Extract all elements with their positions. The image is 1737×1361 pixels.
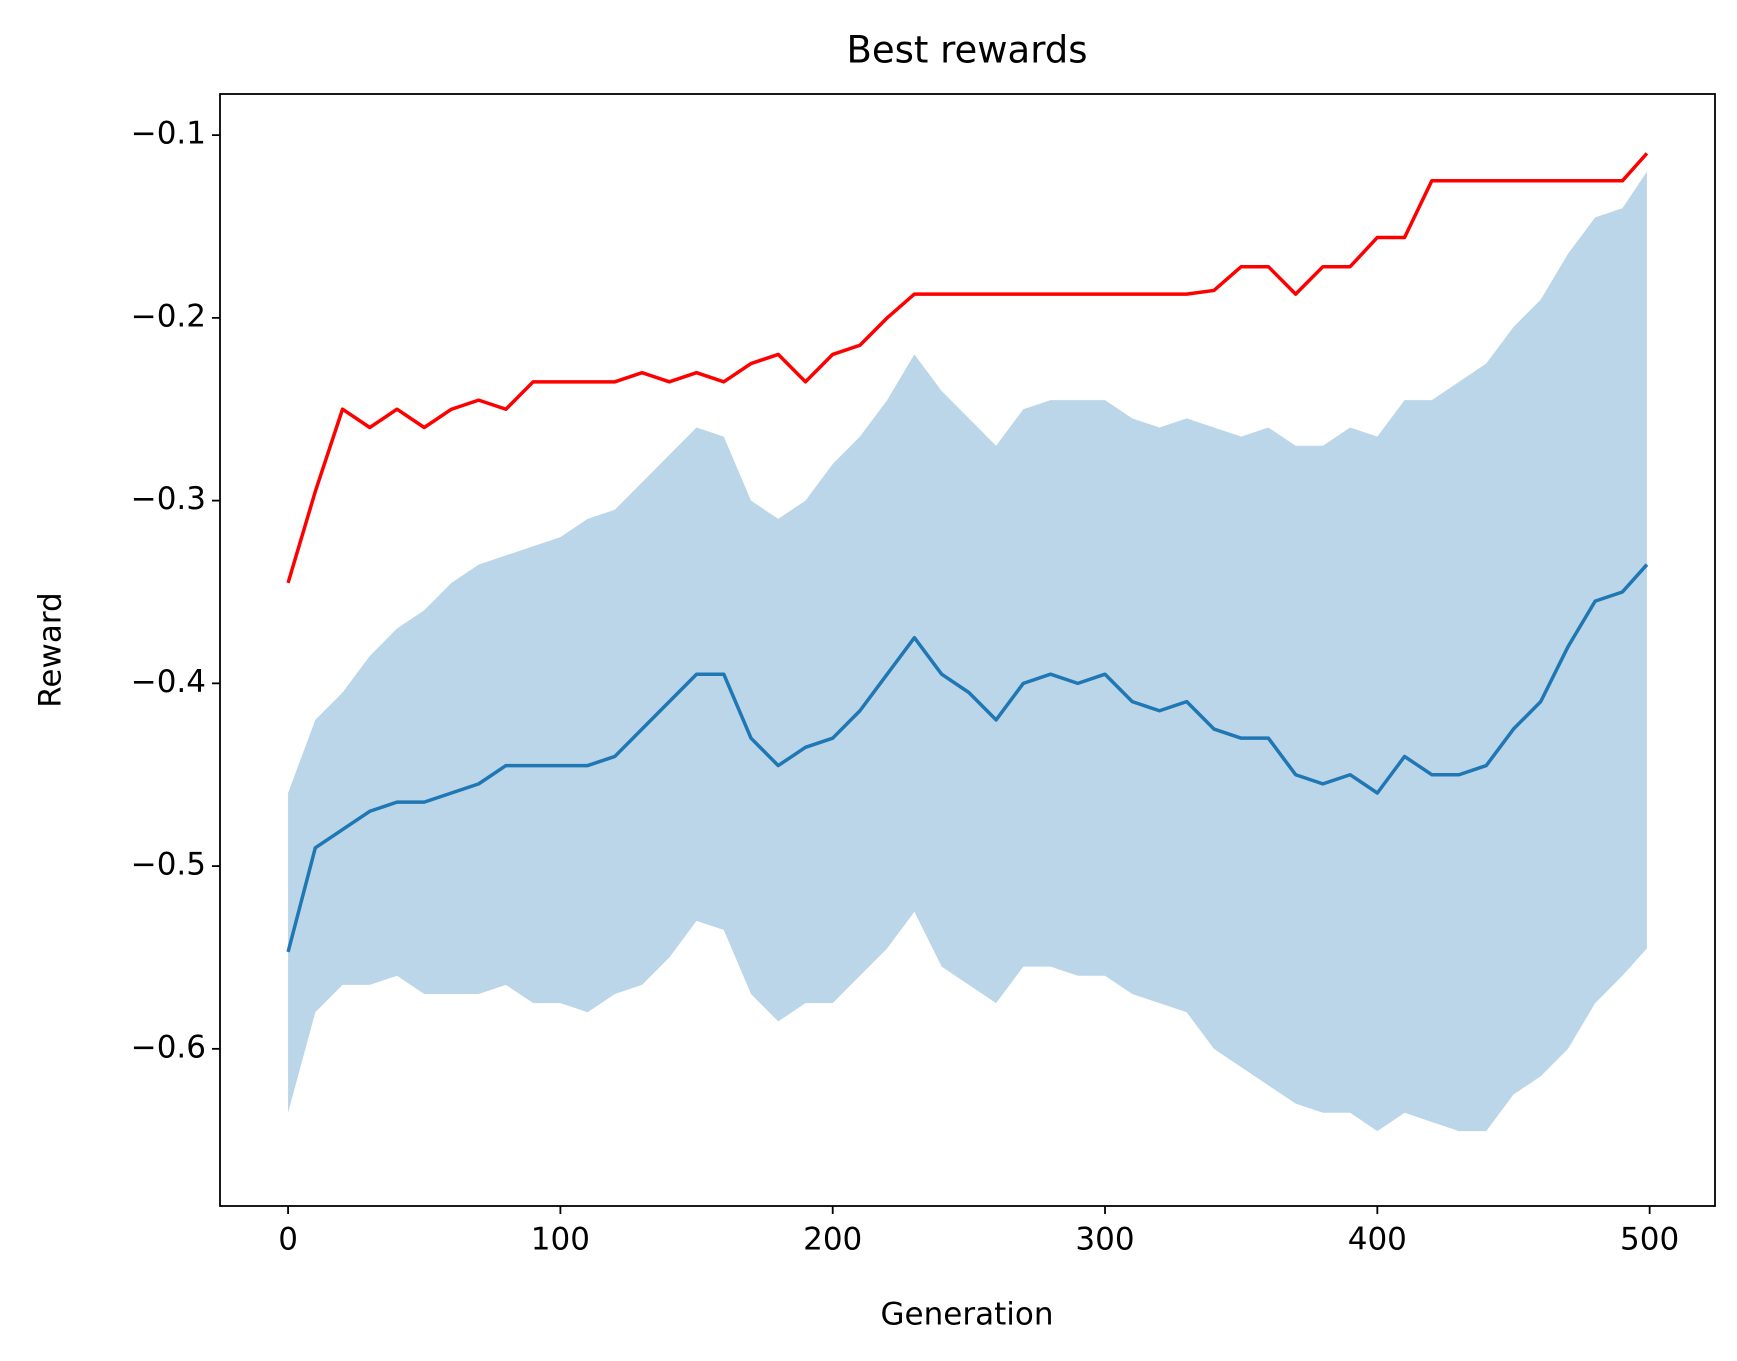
x-tick-label: 100: [531, 1222, 590, 1258]
x-axis-label: Generation: [881, 1297, 1054, 1333]
x-tick-label: 500: [1620, 1222, 1679, 1258]
chart-title: Best rewards: [846, 29, 1087, 72]
std-band: [288, 171, 1647, 1132]
y-tick-label: −0.2: [131, 298, 206, 334]
y-tick-label: −0.3: [131, 481, 206, 517]
series-line: [286, 563, 1649, 953]
x-tick-label: 200: [803, 1222, 862, 1258]
y-tick-label: −0.5: [131, 847, 206, 883]
y-axis-label: Reward: [33, 592, 69, 707]
y-tick-label: −0.1: [131, 116, 206, 152]
series-line: [286, 152, 1649, 584]
plot-frame: [219, 93, 1716, 1207]
x-tick-label: 0: [278, 1222, 298, 1258]
y-tick-label: −0.6: [131, 1029, 206, 1065]
y-tick-label: −0.4: [131, 664, 206, 700]
x-tick-label: 300: [1075, 1222, 1134, 1258]
x-tick-label: 400: [1348, 1222, 1407, 1258]
